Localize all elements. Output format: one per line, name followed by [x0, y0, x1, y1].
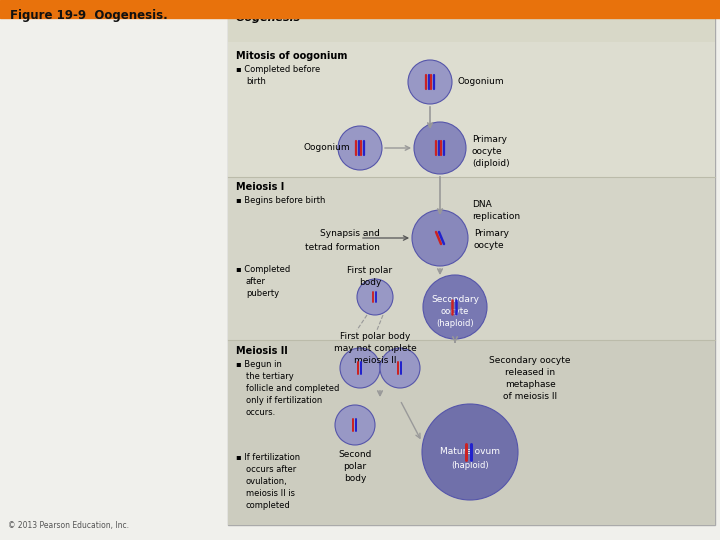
- Text: ▪ If fertilization: ▪ If fertilization: [236, 453, 300, 462]
- Text: of meiosis II: of meiosis II: [503, 392, 557, 401]
- Bar: [0, 0, 720, 18]
- Ellipse shape: [335, 405, 375, 445]
- Text: Primary: Primary: [472, 136, 507, 145]
- Text: ▪ Begun in: ▪ Begun in: [236, 360, 282, 369]
- Ellipse shape: [357, 279, 393, 315]
- Text: the tertiary: the tertiary: [246, 372, 294, 381]
- Text: Secondary: Secondary: [431, 294, 479, 303]
- Bar: [228, 18, 715, 42]
- Ellipse shape: [338, 126, 382, 170]
- Text: puberty: puberty: [246, 289, 279, 298]
- Text: (haploid): (haploid): [451, 462, 489, 470]
- Ellipse shape: [380, 348, 420, 388]
- Text: First polar body: First polar body: [340, 332, 410, 341]
- Text: Oogonium: Oogonium: [303, 144, 350, 152]
- Text: follicle and completed: follicle and completed: [246, 384, 339, 393]
- Ellipse shape: [340, 348, 380, 388]
- Text: polar: polar: [343, 462, 366, 471]
- Text: replication: replication: [472, 212, 520, 221]
- Bar: [228, 340, 715, 525]
- Bar: [228, 177, 715, 340]
- Text: Synapsis and: Synapsis and: [320, 228, 380, 238]
- Text: Mature ovum: Mature ovum: [440, 448, 500, 456]
- Text: oocyte: oocyte: [474, 241, 505, 251]
- Text: (diploid): (diploid): [472, 159, 510, 168]
- Bar: [228, 42, 715, 177]
- Text: Secondary oocyte: Secondary oocyte: [490, 356, 571, 365]
- Text: occurs after: occurs after: [246, 465, 296, 474]
- Text: body: body: [359, 278, 381, 287]
- Text: Figure 19-9  Oogenesis.: Figure 19-9 Oogenesis.: [10, 9, 168, 22]
- Text: meiosis II: meiosis II: [354, 356, 396, 365]
- Text: tetrad formation: tetrad formation: [305, 242, 380, 252]
- Bar: [228, 18, 715, 525]
- Text: Primary: Primary: [474, 228, 509, 238]
- Text: Meiosis II: Meiosis II: [236, 346, 288, 356]
- Text: Oogenesis: Oogenesis: [236, 13, 301, 23]
- Text: after: after: [246, 277, 266, 286]
- Text: oocyte: oocyte: [441, 307, 469, 316]
- Text: DNA: DNA: [472, 200, 492, 209]
- Text: ▪ Completed before: ▪ Completed before: [236, 65, 320, 74]
- Text: Meiosis I: Meiosis I: [236, 182, 284, 192]
- Text: ovulation,: ovulation,: [246, 477, 288, 486]
- Text: Oogonium: Oogonium: [458, 78, 505, 86]
- Text: body: body: [344, 474, 366, 483]
- Text: only if fertilization: only if fertilization: [246, 396, 323, 405]
- Text: birth: birth: [246, 77, 266, 86]
- Text: meiosis II is: meiosis II is: [246, 489, 295, 498]
- Text: released in: released in: [505, 368, 555, 377]
- Ellipse shape: [412, 210, 468, 266]
- Text: ▪ Completed: ▪ Completed: [236, 265, 290, 274]
- Text: oocyte: oocyte: [472, 147, 503, 157]
- Text: ▪ Begins before birth: ▪ Begins before birth: [236, 196, 325, 205]
- Ellipse shape: [414, 122, 466, 174]
- Text: occurs.: occurs.: [246, 408, 276, 417]
- Text: Mitosis of oogonium: Mitosis of oogonium: [236, 51, 347, 61]
- Text: may not complete: may not complete: [333, 344, 416, 353]
- Text: completed: completed: [246, 501, 291, 510]
- Text: © 2013 Pearson Education, Inc.: © 2013 Pearson Education, Inc.: [8, 521, 129, 530]
- Text: (haploid): (haploid): [436, 320, 474, 328]
- Ellipse shape: [408, 60, 452, 104]
- Ellipse shape: [422, 404, 518, 500]
- Text: Second: Second: [338, 450, 372, 459]
- Text: First polar: First polar: [348, 266, 392, 275]
- Text: metaphase: metaphase: [505, 380, 555, 389]
- Ellipse shape: [423, 275, 487, 339]
